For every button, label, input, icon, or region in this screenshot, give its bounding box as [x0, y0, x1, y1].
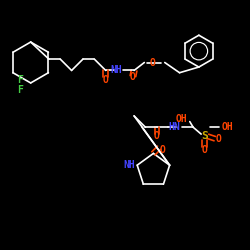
Text: O: O — [149, 58, 155, 68]
Text: O: O — [103, 74, 108, 85]
Text: O: O — [130, 72, 136, 82]
Text: NH: NH — [123, 160, 135, 170]
Text: O: O — [160, 145, 166, 155]
Text: O: O — [154, 131, 160, 141]
Text: OH: OH — [222, 122, 233, 132]
Text: O: O — [215, 134, 221, 144]
Text: O: O — [202, 145, 207, 155]
Text: F: F — [18, 74, 24, 85]
Text: NH: NH — [110, 66, 122, 76]
Text: F: F — [18, 85, 24, 95]
Text: OH: OH — [176, 114, 188, 124]
Text: S: S — [201, 131, 208, 141]
Text: HN: HN — [168, 122, 180, 132]
